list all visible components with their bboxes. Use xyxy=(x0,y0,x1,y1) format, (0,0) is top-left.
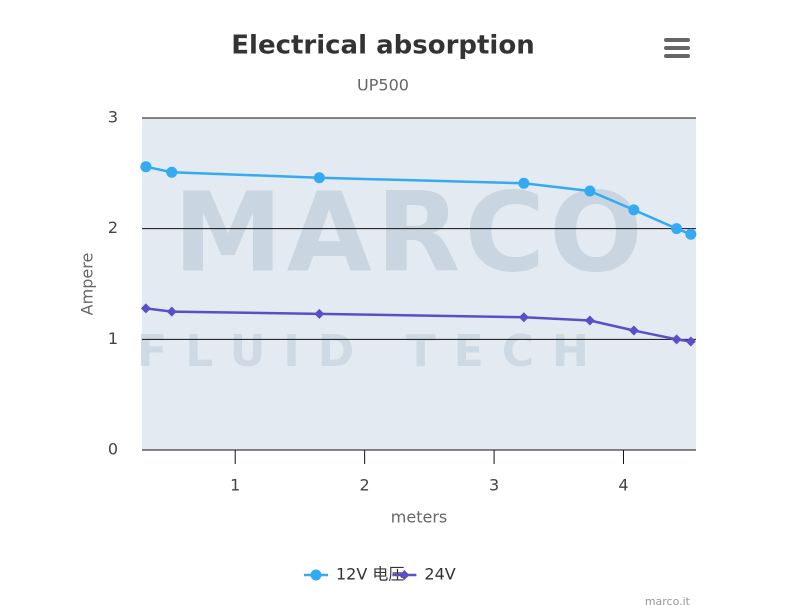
y-tick-label: 0 xyxy=(108,440,118,459)
point xyxy=(140,303,151,314)
point xyxy=(314,308,325,319)
x-tick-label: 1 xyxy=(230,476,240,495)
x-tick-label: 4 xyxy=(618,476,628,495)
point xyxy=(628,204,640,216)
point xyxy=(671,223,683,235)
legend-item[interactable]: 24V xyxy=(392,565,456,584)
chart-subtitle: UP500 xyxy=(357,76,409,95)
x-axis-label: meters xyxy=(391,508,447,527)
point xyxy=(518,312,529,323)
point xyxy=(628,325,639,336)
point xyxy=(685,228,697,240)
point xyxy=(671,334,682,345)
credit: marco.it xyxy=(645,595,691,605)
point xyxy=(584,315,595,326)
legend-marker xyxy=(310,569,322,581)
point xyxy=(518,177,530,189)
legend-label: 12V 电压 xyxy=(336,565,404,584)
point xyxy=(140,161,152,173)
point xyxy=(166,306,177,317)
watermark: MARCO xyxy=(173,168,647,296)
menu-bar xyxy=(664,46,690,50)
legend-marker xyxy=(399,570,410,580)
legend-item[interactable]: 12V 电压 xyxy=(304,565,404,584)
menu-bar xyxy=(664,38,690,42)
y-tick-label: 3 xyxy=(108,108,118,127)
x-tick-label: 2 xyxy=(360,476,370,495)
point xyxy=(584,185,596,197)
watermark: FLUID TECH xyxy=(137,326,607,377)
point xyxy=(166,166,178,178)
menu-bar xyxy=(664,54,690,58)
series-line xyxy=(145,307,692,343)
y-tick-label: 2 xyxy=(108,218,118,237)
y-axis-label: Ampere xyxy=(78,253,97,316)
chart-title: Electrical absorption xyxy=(231,31,534,61)
menu-button[interactable] xyxy=(664,38,690,58)
legend-label: 24V xyxy=(424,565,455,584)
series-line xyxy=(145,165,692,236)
point xyxy=(685,336,696,347)
point xyxy=(313,172,325,184)
y-tick-label: 1 xyxy=(108,329,118,348)
x-tick-label: 3 xyxy=(489,476,499,495)
